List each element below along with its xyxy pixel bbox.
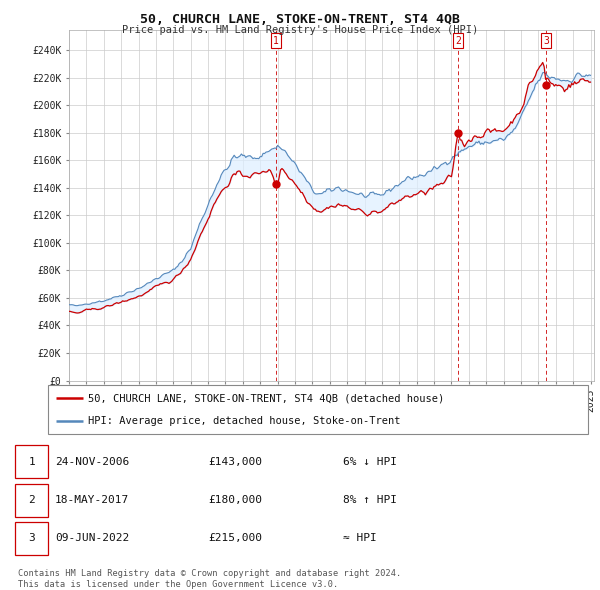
Text: 1: 1: [273, 35, 279, 45]
FancyBboxPatch shape: [15, 445, 48, 478]
Text: £215,000: £215,000: [208, 533, 262, 543]
Text: HPI: Average price, detached house, Stoke-on-Trent: HPI: Average price, detached house, Stok…: [89, 415, 401, 425]
FancyBboxPatch shape: [15, 484, 48, 516]
Text: 3: 3: [543, 35, 549, 45]
FancyBboxPatch shape: [48, 385, 588, 434]
Text: £180,000: £180,000: [208, 495, 262, 505]
Text: 50, CHURCH LANE, STOKE-ON-TRENT, ST4 4QB: 50, CHURCH LANE, STOKE-ON-TRENT, ST4 4QB: [140, 13, 460, 26]
Text: 1: 1: [28, 457, 35, 467]
Text: 3: 3: [28, 533, 35, 543]
Text: 8% ↑ HPI: 8% ↑ HPI: [343, 495, 397, 505]
Text: 09-JUN-2022: 09-JUN-2022: [55, 533, 130, 543]
Text: 2: 2: [28, 495, 35, 505]
Text: 2: 2: [455, 35, 461, 45]
Text: £143,000: £143,000: [208, 457, 262, 467]
Text: Price paid vs. HM Land Registry's House Price Index (HPI): Price paid vs. HM Land Registry's House …: [122, 25, 478, 35]
Text: 24-NOV-2006: 24-NOV-2006: [55, 457, 130, 467]
Text: ≈ HPI: ≈ HPI: [343, 533, 377, 543]
Text: Contains HM Land Registry data © Crown copyright and database right 2024.
This d: Contains HM Land Registry data © Crown c…: [18, 569, 401, 589]
FancyBboxPatch shape: [15, 522, 48, 555]
Text: 50, CHURCH LANE, STOKE-ON-TRENT, ST4 4QB (detached house): 50, CHURCH LANE, STOKE-ON-TRENT, ST4 4QB…: [89, 394, 445, 404]
Text: 6% ↓ HPI: 6% ↓ HPI: [343, 457, 397, 467]
Text: 18-MAY-2017: 18-MAY-2017: [55, 495, 130, 505]
